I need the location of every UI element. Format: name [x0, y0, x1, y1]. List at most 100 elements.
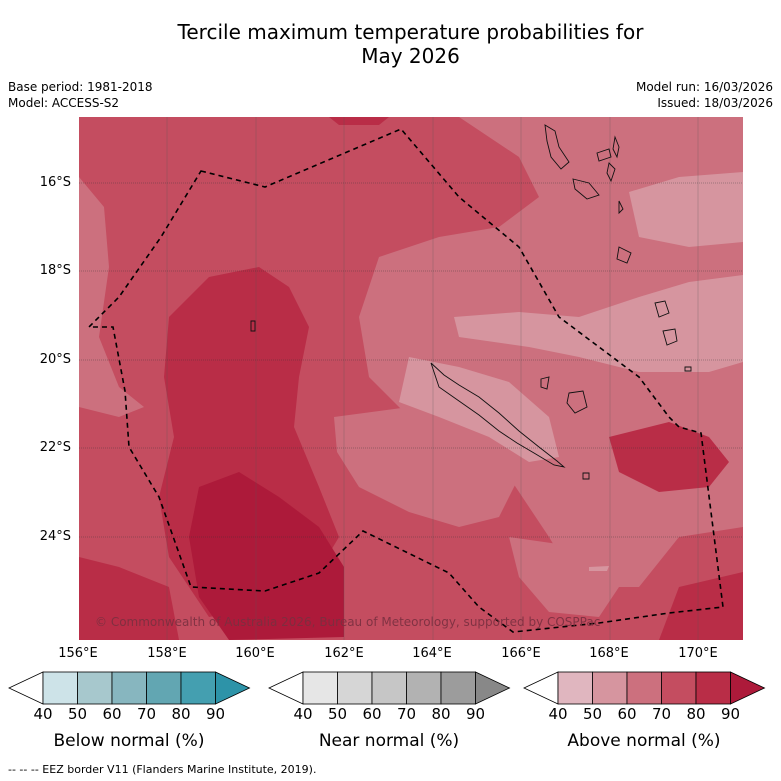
region-90-plus-core — [189, 472, 344, 640]
map-title: Tercile maximum temperature probabilitie… — [0, 20, 781, 68]
colorbar-above-high-arrow — [730, 671, 766, 705]
latitude-lines — [79, 182, 743, 538]
lat-label-16s: 16°S — [39, 175, 71, 190]
colorbar-below-tick: 70 — [136, 705, 157, 723]
colorbar-below-segment — [42, 671, 78, 705]
vanuatu-island-7 — [616, 246, 632, 264]
meta-right: Model run: 16/03/2026 Issued: 18/03/2026 — [636, 79, 773, 111]
colorbar-below-tick: 60 — [102, 705, 122, 723]
hunter-island — [662, 328, 678, 346]
colorbar-above-tick: 90 — [720, 705, 741, 723]
small-island-north — [250, 320, 256, 332]
region-60-70-west — [79, 177, 144, 417]
region-60-70-mid — [334, 407, 519, 527]
colorbar-below-tick: 90 — [205, 705, 226, 723]
colorbar-above-segment — [695, 671, 731, 705]
lon-label-160e: 160°E — [235, 646, 275, 661]
loyalty-island-2 — [540, 376, 550, 390]
small-island-southeast — [582, 472, 590, 480]
colorbar-above-segment — [661, 671, 697, 705]
colorbar-label-near: Near normal (%) — [318, 731, 460, 751]
small-island-east — [684, 366, 692, 372]
colorbar-above-tick: 70 — [651, 705, 672, 723]
colorbar-near-tick: 90 — [465, 705, 486, 723]
probability-map: © Commonwealth of Australia 2026, Bureau… — [79, 117, 743, 640]
colorbar-near — [268, 671, 511, 705]
colorbar-above-tick: 40 — [548, 705, 568, 723]
coastlines — [250, 124, 692, 480]
meta-left: Base period: 1981-2018 Model: ACCESS-S2 — [8, 79, 153, 111]
vanuatu-island-1 — [544, 124, 570, 170]
lon-label-162e: 162°E — [324, 646, 364, 661]
lon-label-170e: 170°E — [678, 646, 718, 661]
title-line-2: May 2026 — [361, 44, 460, 68]
colorbar-label-below: Below normal (%) — [53, 731, 205, 751]
colorbars — [8, 671, 766, 705]
lon-label-164e: 164°E — [412, 646, 452, 661]
eez-footnote: -- -- -- EEZ border V11 (Flanders Marine… — [8, 763, 317, 776]
lon-label-158e: 158°E — [147, 646, 187, 661]
region-80-90-east — [609, 422, 729, 492]
vanuatu-island-2 — [596, 148, 612, 162]
model-name: Model: ACCESS-S2 — [8, 96, 120, 110]
loyalty-island-1 — [566, 390, 588, 414]
vanuatu-island-4 — [572, 178, 600, 200]
colorbar-near-segment — [440, 671, 476, 705]
lat-label-20s: 20°S — [39, 352, 71, 367]
vanuatu-island-3 — [612, 135, 620, 159]
colorbar-near-low-arrow — [268, 671, 304, 705]
lon-label-156e: 156°E — [58, 646, 98, 661]
colorbar-above-tick: 50 — [582, 705, 603, 723]
region-80-90-southeast — [659, 572, 743, 640]
colorbar-below-tick: 50 — [67, 705, 88, 723]
colorbar-above-segment — [557, 671, 593, 705]
region-50-60-center — [399, 357, 559, 462]
colorbar-near-tick: 50 — [327, 705, 348, 723]
colorbar-above-tick: 80 — [686, 705, 706, 723]
colorbar-above — [523, 671, 766, 705]
eez-border — [87, 128, 724, 633]
region-50-60-south-patch — [589, 566, 609, 571]
colorbar-near-tick: 70 — [396, 705, 417, 723]
title-line-1: Tercile maximum temperature probabilitie… — [177, 20, 644, 44]
colorbar-below-high-arrow — [215, 671, 251, 705]
colorbar-near-tick: 60 — [362, 705, 382, 723]
colorbar-below-tick: 40 — [33, 705, 53, 723]
graticule — [166, 117, 699, 640]
colorbar-near-segment — [302, 671, 338, 705]
lat-label-18s: 18°S — [39, 263, 71, 278]
colorbar-below-low-arrow — [8, 671, 44, 705]
vanuatu-island-6 — [618, 200, 624, 215]
lon-label-168e: 168°E — [589, 646, 629, 661]
colorbar-below-segment — [77, 671, 113, 705]
lat-label-22s: 22°S — [39, 440, 71, 455]
region-50-60-right — [454, 275, 743, 372]
base-period: Base period: 1981-2018 — [8, 80, 153, 94]
region-80-90-southwest — [79, 557, 179, 640]
region-50-60-upper-right — [629, 172, 743, 247]
copyright-notice: © Commonwealth of Australia 2026, Bureau… — [95, 615, 600, 629]
colorbar-near-high-arrow — [475, 671, 511, 705]
colorbar-above-segment — [626, 671, 662, 705]
colorbar-near-segment — [406, 671, 442, 705]
new-caledonia-island — [430, 362, 566, 468]
colorbar-above-tick: 60 — [617, 705, 637, 723]
colorbar-near-tick: 40 — [293, 705, 313, 723]
colorbar-below-segment — [180, 671, 216, 705]
lat-label-24s: 24°S — [39, 529, 71, 544]
colorbar-below — [8, 671, 251, 705]
colorbar-near-segment — [337, 671, 373, 705]
colorbar-label-above: Above normal (%) — [567, 731, 721, 751]
colorbar-near-tick: 80 — [431, 705, 451, 723]
colorbar-below-segment — [111, 671, 147, 705]
model-run: Model run: 16/03/2026 — [635, 80, 773, 94]
colorbar-below-segment — [146, 671, 182, 705]
region-80-90-north-patch — [329, 117, 389, 125]
matthew-island — [654, 300, 670, 318]
lon-label-166e: 166°E — [501, 646, 541, 661]
issued-date: Issued: 18/03/2026 — [657, 96, 773, 110]
vanuatu-island-5 — [606, 162, 616, 183]
colorbar-above-low-arrow — [523, 671, 559, 705]
colorbar-below-tick: 80 — [171, 705, 191, 723]
colorbar-above-segment — [592, 671, 628, 705]
